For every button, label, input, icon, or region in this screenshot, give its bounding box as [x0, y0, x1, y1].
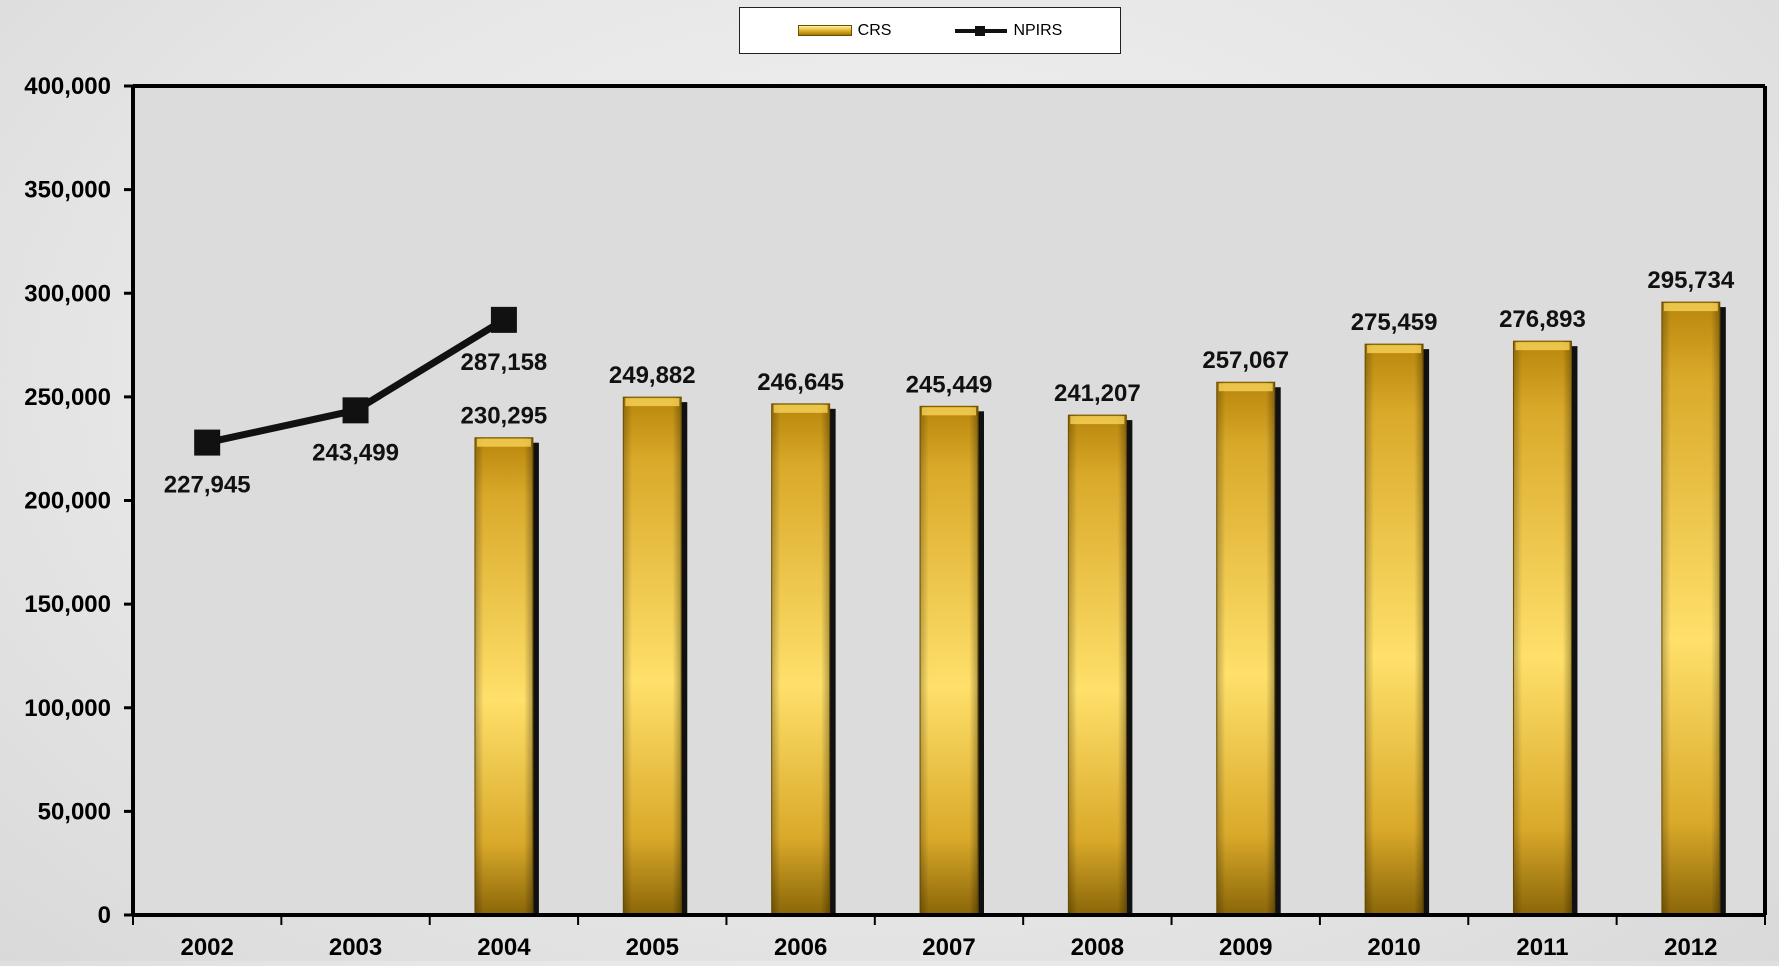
- bar-data-label: 230,295: [461, 403, 548, 430]
- y-tick-label: 100,000: [24, 695, 111, 722]
- bar-crs-top: [1070, 416, 1125, 425]
- bar-data-label: 275,459: [1351, 309, 1438, 336]
- legend-label-npirs: NPIRS: [1013, 21, 1063, 39]
- x-tick-label: 2009: [1219, 934, 1272, 961]
- y-tick-label: 350,000: [24, 177, 111, 204]
- x-tick-label: 2003: [329, 934, 382, 961]
- bar-data-label: 245,449: [906, 371, 993, 398]
- point-npirs: [342, 397, 369, 424]
- bar-data-label: 257,067: [1202, 347, 1289, 374]
- x-tick-label: 2006: [774, 934, 827, 961]
- bar-crs-top: [1218, 383, 1273, 392]
- legend-label-crs: CRS: [857, 21, 892, 39]
- bar-crs-top: [1663, 303, 1718, 312]
- y-tick-label: 0: [98, 902, 111, 929]
- bar-crs-shade: [771, 403, 830, 915]
- bar-crs-top: [922, 407, 976, 416]
- x-tick-label: 2010: [1367, 934, 1420, 961]
- point-data-label: 227,945: [164, 472, 251, 499]
- x-tick-label: 2002: [180, 934, 233, 961]
- bar-crs-shade: [1068, 415, 1127, 915]
- x-tick-label: 2005: [626, 934, 679, 961]
- x-tick-label: 2012: [1664, 934, 1717, 961]
- bar-crs-shade: [1661, 302, 1720, 915]
- y-tick-label: 200,000: [24, 488, 111, 515]
- point-data-label: 287,158: [461, 349, 548, 376]
- chart-legend: CRS NPIRS: [739, 7, 1121, 54]
- point-npirs: [490, 306, 517, 333]
- point-npirs: [194, 429, 221, 456]
- bar-crs-shade: [474, 437, 533, 915]
- legend-swatch-crs: [797, 25, 852, 36]
- y-tick-label: 150,000: [24, 591, 111, 618]
- point-data-label: 243,499: [312, 439, 399, 466]
- bar-data-label: 276,893: [1499, 306, 1586, 333]
- y-tick-label: 50,000: [38, 798, 111, 825]
- x-tick-label: 2011: [1516, 934, 1568, 961]
- bar-crs-shade: [1513, 341, 1572, 915]
- bar-data-label: 249,882: [609, 362, 696, 389]
- x-tick-label: 2004: [477, 934, 531, 961]
- bar-crs-shade: [1216, 382, 1275, 915]
- y-tick-label: 300,000: [24, 280, 111, 307]
- legend-swatch-npirs: [955, 25, 1008, 36]
- bar-crs-top: [773, 404, 828, 413]
- bar-crs-top: [625, 398, 680, 407]
- bar-crs-top: [476, 438, 531, 447]
- x-tick-label: 2007: [922, 934, 975, 961]
- legend-item-crs: CRS: [797, 21, 892, 40]
- y-tick-label: 250,000: [24, 384, 111, 411]
- bar-data-label: 246,645: [757, 369, 844, 396]
- bar-crs-top: [1515, 342, 1570, 351]
- legend-item-npirs: NPIRS: [955, 22, 1062, 40]
- bar-crs-top: [1367, 345, 1422, 354]
- bar-crs-shade: [920, 406, 978, 915]
- y-tick-label: 400,000: [24, 73, 111, 100]
- x-tick-label: 2008: [1071, 934, 1124, 961]
- bar-crs-shade: [1365, 344, 1424, 916]
- bar-data-label: 295,734: [1647, 267, 1734, 294]
- bar-crs-shade: [623, 397, 682, 915]
- bar-data-label: 241,207: [1054, 380, 1141, 407]
